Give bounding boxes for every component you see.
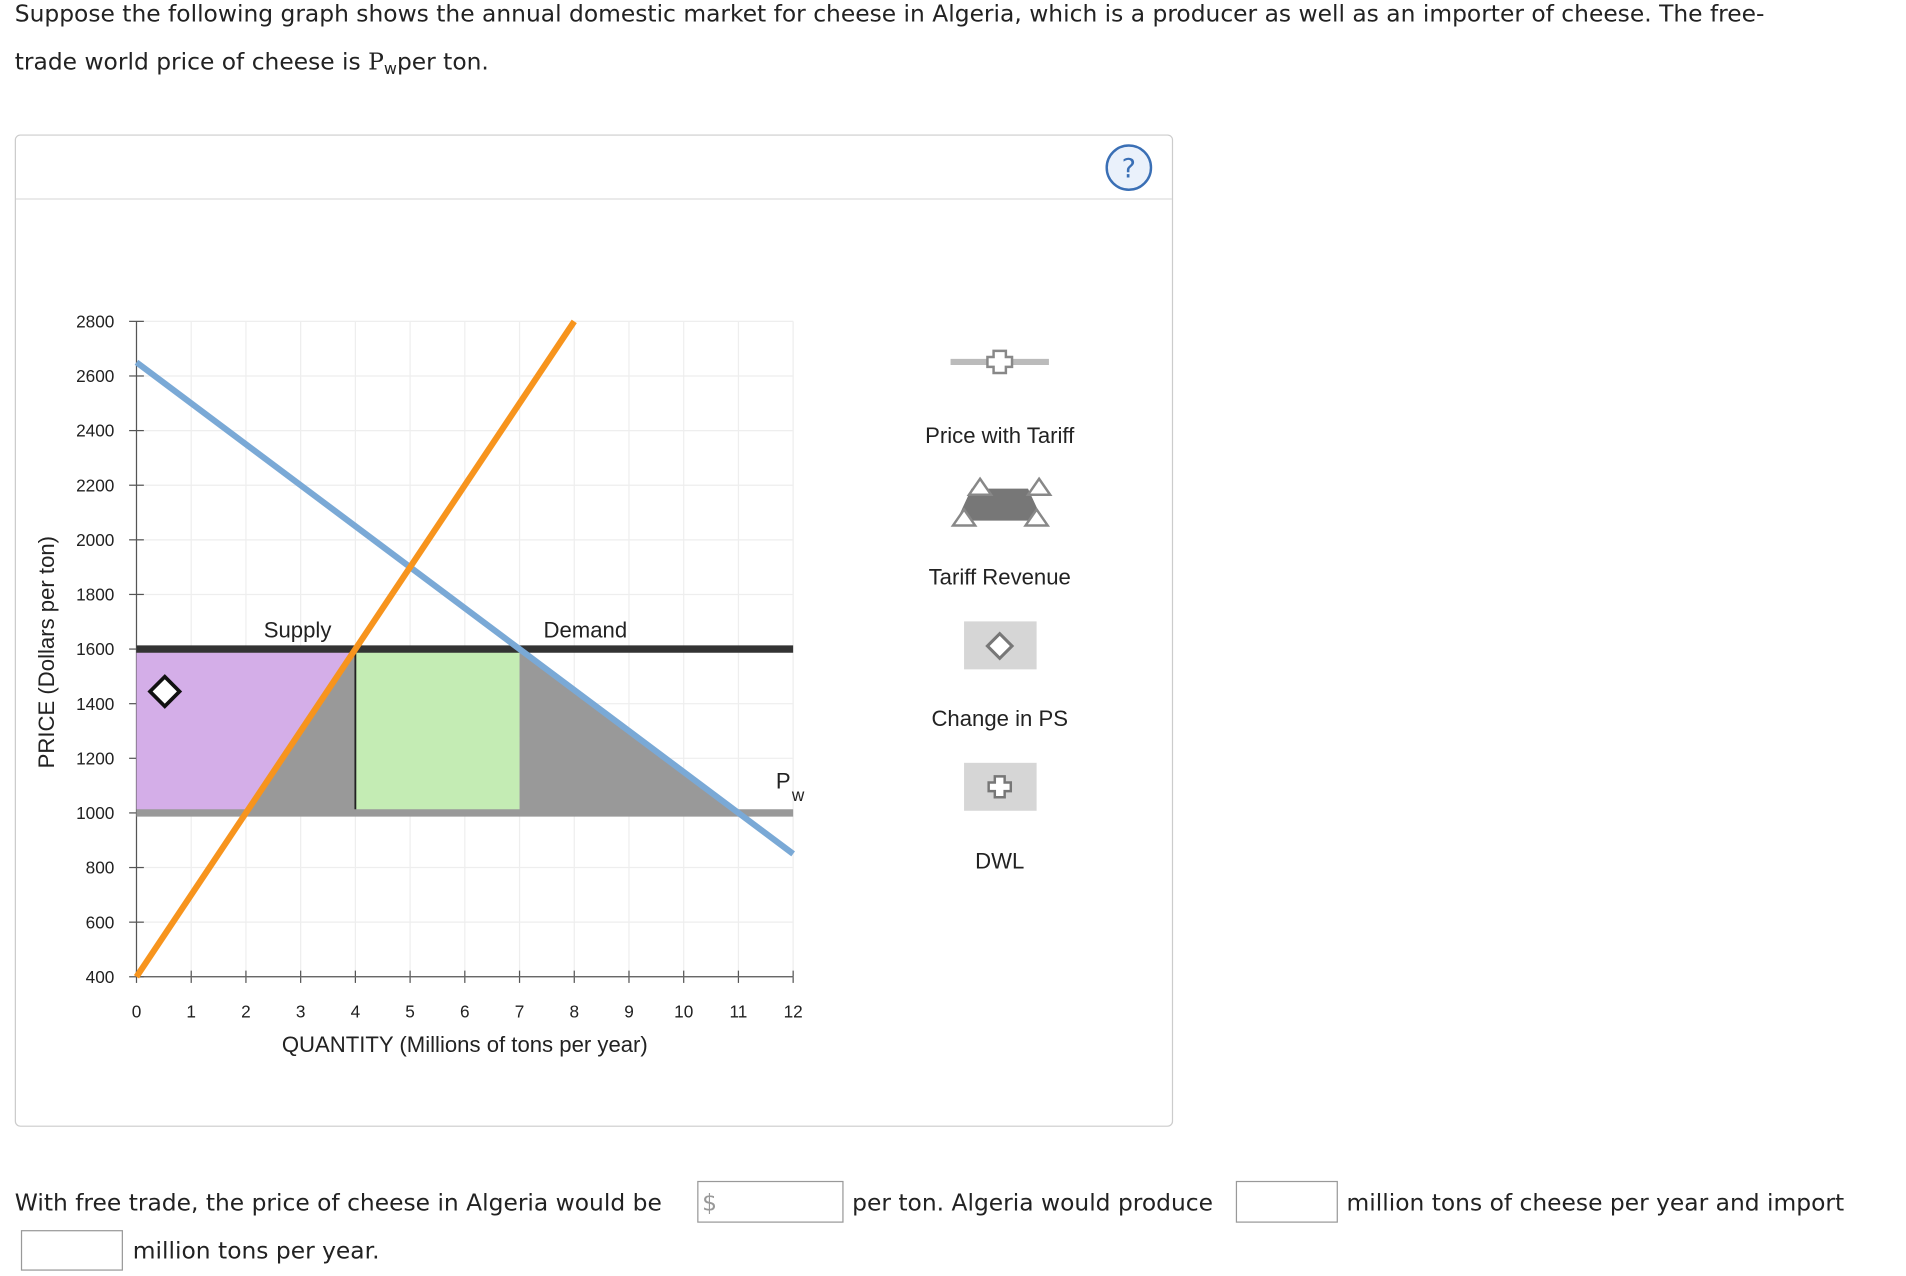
x-tick-label: 3 [296, 1001, 306, 1021]
tool-handle[interactable] [966, 476, 994, 496]
currency-symbol: $ [702, 1188, 717, 1216]
tool-shape[interactable] [956, 488, 1043, 521]
question-text: Suppose the following graph shows the an… [15, 0, 1765, 27]
production-input[interactable] [1235, 1180, 1338, 1223]
tool-change-in-ps[interactable] [964, 621, 1037, 670]
price-input[interactable] [697, 1180, 844, 1223]
y-tick-label: 1600 [76, 639, 114, 659]
x-tick-label: 4 [351, 1001, 361, 1021]
y-tick-label: 2000 [76, 530, 114, 550]
area [136, 649, 356, 813]
y-tick-label: 800 [86, 858, 115, 878]
x-axis-label: QUANTITY (Millions of tons per year) [282, 1032, 648, 1057]
answer-text: million tons of cheese per year and impo… [1346, 1188, 1844, 1216]
y-tick-label: 2600 [76, 366, 114, 386]
x-tick-label: 0 [132, 1001, 142, 1021]
y-axis-label: PRICE (Dollars per ton) [34, 536, 59, 768]
line-label: w [791, 785, 805, 805]
x-tick-label: 6 [460, 1001, 470, 1021]
x-tick-label: 5 [405, 1001, 415, 1021]
x-tick-label: 12 [784, 1001, 803, 1021]
x-tick-label: 2 [241, 1001, 251, 1021]
y-tick-label: 1400 [76, 694, 114, 714]
line [133, 319, 577, 979]
line-label: Demand [544, 617, 628, 642]
x-tick-label: 1 [186, 1001, 196, 1021]
tool-handle[interactable] [950, 507, 978, 527]
tool-plus[interactable] [986, 349, 1014, 375]
y-tick-label: 1200 [76, 748, 114, 768]
tool-price-with-tariff[interactable] [950, 349, 1049, 375]
graph-panel [14, 134, 1174, 1127]
y-tick-label: 1000 [76, 803, 114, 823]
y-tick-label: 2200 [76, 475, 114, 495]
y-tick-label: 2800 [76, 312, 114, 332]
import-input[interactable] [20, 1230, 123, 1271]
question-text: trade world price of cheese is [15, 47, 361, 75]
x-tick-label: 10 [674, 1001, 693, 1021]
tool-handle[interactable] [1025, 476, 1053, 496]
legend-label: Tariff Revenue [929, 565, 1071, 590]
x-tick-label: 7 [515, 1001, 525, 1021]
legend-label: DWL [975, 849, 1024, 874]
line-label: P [776, 769, 791, 794]
y-tick-label: 600 [86, 912, 115, 932]
answer-text: million tons per year. [133, 1236, 380, 1264]
x-tick-label: 8 [569, 1001, 579, 1021]
tool-dwl[interactable] [964, 762, 1037, 811]
tool-diamond[interactable] [985, 631, 1015, 661]
tool-plus[interactable] [987, 775, 1013, 799]
y-tick-label: 400 [86, 967, 115, 987]
question-text: per ton. [397, 47, 489, 75]
legend-label: Price with Tariff [925, 423, 1075, 448]
answer-text: per ton. Algeria would produce [852, 1188, 1213, 1216]
legend-label: Change in PS [931, 706, 1068, 731]
area [355, 649, 520, 813]
help-icon[interactable]: ? [1122, 153, 1136, 184]
answer-text: With free trade, the price of cheese in … [15, 1188, 662, 1216]
subscript: w [384, 59, 397, 78]
line [134, 359, 795, 857]
y-tick-label: 1800 [76, 585, 114, 605]
help-button[interactable]: ? [1105, 144, 1153, 192]
tool-tariff-revenue[interactable] [950, 476, 1053, 527]
x-tick-label: 9 [624, 1001, 634, 1021]
line-label: Supply [264, 617, 333, 642]
legend: Price with Tariff Tariff Revenue Change … [925, 349, 1075, 874]
symbol: P [368, 47, 384, 75]
help-circle[interactable] [1105, 144, 1153, 192]
area-handle[interactable] [147, 674, 183, 709]
tool-handle[interactable] [1023, 507, 1051, 527]
x-tick-label: 11 [729, 1001, 747, 1021]
y-tick-label: 2400 [76, 421, 114, 441]
plot: 0 1 2 3 4 5 6 7 8 9 10 11 12400600800100012001400160… [34, 312, 805, 1057]
question-text: trade world price of cheese is Pwper ton… [15, 47, 489, 78]
